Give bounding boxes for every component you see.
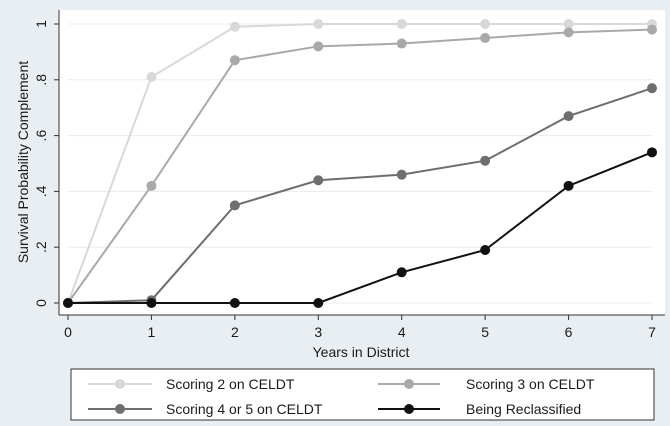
legend-item-2: Scoring 4 or 5 on CELDT [88, 401, 323, 417]
series-1-point-7 [647, 24, 657, 35]
x-tick-label-5: 5 [481, 324, 489, 340]
legend: Scoring 2 on CELDT Scoring 3 on CELDT Scor… [88, 376, 595, 417]
x-tick-label-6: 6 [565, 324, 573, 340]
series-line-0 [67, 23, 652, 304]
series-2-point-4 [396, 169, 407, 180]
legend-marker-0 [115, 379, 125, 389]
x-tick-label-7: 7 [648, 324, 656, 340]
series-3-point-7 [647, 147, 657, 158]
ticks: 0 .2 .4 .6 .8 1 0 1 2 3 4 5 6 7 [33, 20, 656, 340]
legend-marker-1 [404, 379, 414, 389]
y-tick-label-0: 0 [33, 299, 49, 307]
series-group [63, 19, 657, 308]
series-3-point-3 [313, 298, 324, 308]
series-2-point-3 [313, 175, 324, 186]
legend-item-0: Scoring 2 on CELDT [88, 376, 295, 392]
series-1-point-5 [480, 32, 491, 43]
legend-label-0: Scoring 2 on CELDT [166, 376, 295, 392]
series-3-point-0 [63, 298, 73, 308]
series-3-point-5 [480, 244, 491, 255]
series-0-point-5 [480, 19, 491, 29]
series-3-point-1 [146, 298, 157, 308]
legend-label-2: Scoring 4 or 5 on CELDT [166, 401, 323, 417]
series-1-point-1 [146, 180, 157, 191]
x-tick-label-2: 2 [231, 324, 239, 340]
y-tick-label-3: .6 [33, 130, 49, 142]
series-2-point-5 [480, 155, 491, 166]
series-2-point-2 [229, 200, 240, 211]
x-tick-label-0: 0 [64, 324, 72, 340]
series-3-point-2 [229, 298, 240, 308]
y-tick-label-5: 1 [33, 20, 49, 28]
x-tick-label-3: 3 [314, 324, 322, 340]
legend-box [70, 368, 655, 421]
y-tick-label-2: .4 [33, 185, 49, 197]
series-0-point-4 [396, 19, 407, 29]
legend-marker-2 [115, 404, 125, 414]
x-tick-label-1: 1 [148, 324, 156, 340]
series-2-point-7 [647, 83, 657, 94]
axes [58, 10, 665, 316]
legend-item-1: Scoring 3 on CELDT [378, 376, 595, 392]
legend-label-3: Being Reclassified [466, 401, 581, 417]
series-3-point-4 [396, 267, 407, 278]
legend-item-3: Being Reclassified [378, 401, 581, 417]
legend-label-1: Scoring 3 on CELDT [466, 376, 595, 392]
series-1-point-2 [229, 55, 240, 66]
series-1-point-6 [563, 27, 574, 38]
series-0-point-2 [229, 21, 240, 32]
series-2 [63, 83, 657, 308]
series-1-point-3 [313, 41, 324, 52]
y-tick-label-1: .2 [33, 241, 49, 253]
series-3-point-6 [563, 180, 574, 191]
series-0-point-1 [146, 72, 157, 83]
series-1-point-4 [396, 38, 407, 49]
y-axis-title: Survival Probability Complement [15, 61, 31, 263]
series-line-2 [67, 87, 653, 304]
x-axis-title: Years in District [313, 344, 410, 360]
series-line-3 [68, 151, 653, 304]
x-tick-label-4: 4 [398, 324, 406, 340]
series-2-point-6 [563, 111, 574, 122]
series-0-point-6 [563, 19, 574, 29]
series-3 [63, 147, 657, 308]
series-line-1 [67, 28, 653, 304]
legend-marker-3 [404, 404, 414, 414]
y-tick-label-4: .8 [33, 74, 49, 86]
series-1 [63, 24, 657, 308]
series-0-point-3 [313, 19, 324, 29]
plot-area [59, 10, 665, 315]
